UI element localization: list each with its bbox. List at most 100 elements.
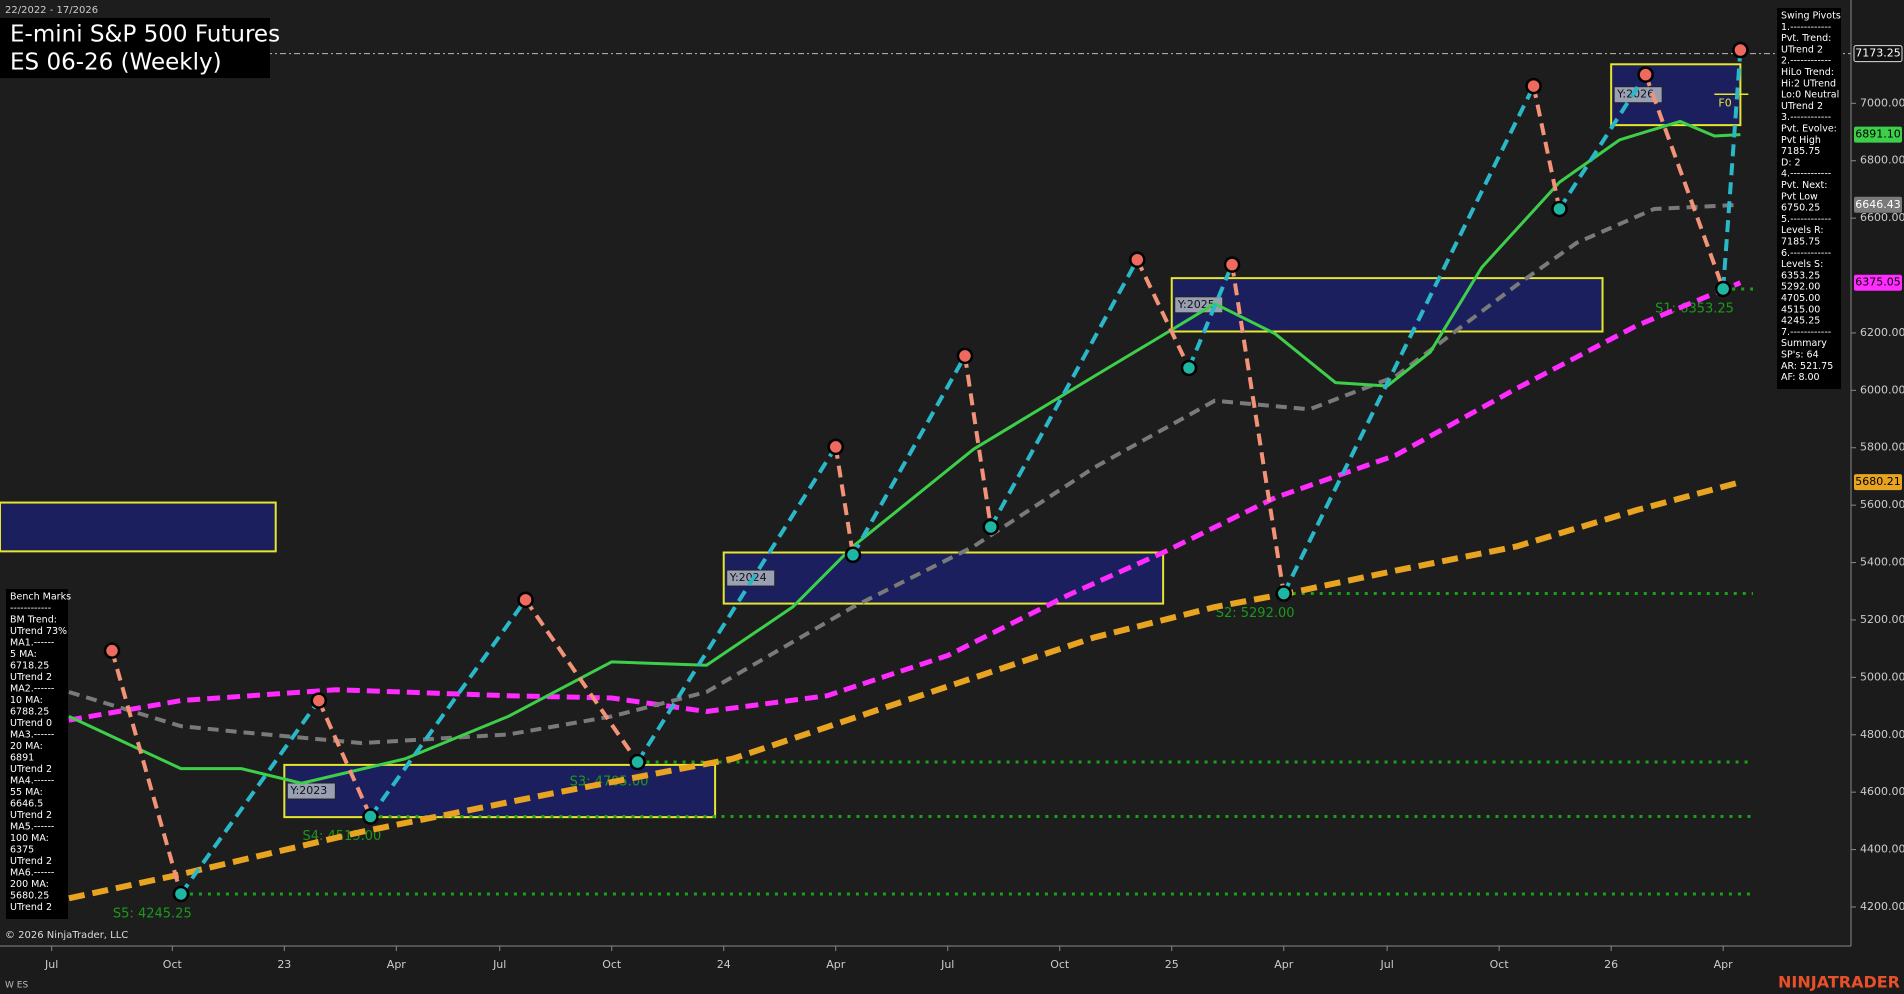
price-tag xyxy=(1854,196,1902,213)
support-label: S1: 6353.25 xyxy=(1655,301,1734,316)
panel-line: 5.------------ xyxy=(1781,214,1831,225)
y-tick-label: 6800.00 xyxy=(1860,154,1904,167)
panel-line: 6353.25 xyxy=(1781,270,1820,281)
swing-down-leg xyxy=(962,355,993,528)
panel-line: Lo:0 Neutral xyxy=(1781,90,1839,101)
price-tag xyxy=(1854,274,1902,291)
x-tick-label: 25 xyxy=(1165,958,1179,971)
pivot-high xyxy=(827,438,844,456)
panel-line: 5 MA: xyxy=(10,649,37,660)
moving-average xyxy=(68,280,1742,723)
chart-title: E-mini S&P 500 Futures xyxy=(10,22,280,48)
last-price-tag xyxy=(1853,45,1903,63)
panel-line: Pvt. Next: xyxy=(1781,180,1827,191)
pivot-low xyxy=(844,546,862,564)
date-range: 22/2022 - 17/2026 xyxy=(5,5,98,16)
swing-up-leg xyxy=(989,258,1140,528)
swing-up-leg xyxy=(179,699,321,896)
support-label: S2: 5292.00 xyxy=(1216,606,1295,621)
panel-line: D: 2 xyxy=(1781,157,1801,168)
panel-line: UTrend 2 xyxy=(10,764,52,775)
moving-average xyxy=(68,479,1742,902)
panel-line: MA6.------ xyxy=(10,868,54,879)
panel-line: UTrend 2 xyxy=(10,672,52,683)
panel-line: 3.------------ xyxy=(1781,112,1831,123)
x-tick-label: Apr xyxy=(826,958,846,971)
panel-line: MA5.------ xyxy=(10,822,54,833)
instrument-tag: W ES xyxy=(5,981,28,991)
box-label: Y:2025 xyxy=(1177,298,1215,311)
support-label: S5: 4245.25 xyxy=(113,906,192,921)
pivot-high xyxy=(1637,66,1654,83)
panel-line: Summary xyxy=(1781,338,1827,349)
panel-line: 6750.25 xyxy=(1781,203,1820,214)
panel-line: MA2.------ xyxy=(10,684,54,695)
x-tick-label: Oct xyxy=(1050,958,1070,971)
box-label-bg xyxy=(1613,86,1663,104)
swing-down-leg xyxy=(1531,85,1562,210)
box-label: Y:2023 xyxy=(289,784,327,797)
pivot-high xyxy=(1732,41,1749,59)
panel-line: 10 MA: xyxy=(10,695,43,706)
swing-up-leg xyxy=(1721,49,1743,290)
pivot-high xyxy=(956,347,974,365)
pivot-high xyxy=(1223,256,1241,273)
range-box xyxy=(1170,277,1604,333)
info-panel xyxy=(1777,8,1841,389)
x-tick-label: Oct xyxy=(602,958,622,971)
pivot-high xyxy=(310,692,328,709)
pivot-low xyxy=(362,808,379,825)
moving-average xyxy=(68,119,1741,785)
panel-line: UTrend 2 xyxy=(10,902,52,913)
y-tick-label: 6600.00 xyxy=(1860,211,1904,224)
panel-line: 7185.75 xyxy=(1781,237,1820,248)
y-tick-label: 5800.00 xyxy=(1860,441,1904,454)
panel-line: 6646.5 xyxy=(10,799,43,810)
panel-line: UTrend 2 xyxy=(1781,101,1823,112)
y-tick-label: 5000.00 xyxy=(1860,670,1904,683)
x-tick-label: 26 xyxy=(1604,958,1618,971)
swing-down-leg xyxy=(316,699,373,818)
pivot-high xyxy=(517,591,534,609)
swing-up-leg xyxy=(1557,73,1648,211)
brand: NINJATRADER xyxy=(1778,973,1900,992)
panel-line: UTrend 2 xyxy=(10,810,52,821)
panel-line: UTrend 2 xyxy=(1781,44,1823,55)
y-tick-label: 4200.00 xyxy=(1860,900,1904,913)
panel-line: MA4.------ xyxy=(10,776,54,787)
fib-label: F0 xyxy=(1718,96,1731,109)
panel-line: UTrend 2 xyxy=(10,856,52,867)
panel-line: UTrend 73% xyxy=(10,626,67,637)
panel-line: Bench Marks xyxy=(10,592,71,603)
chart-subtitle: ES 06-26 (Weekly) xyxy=(10,50,222,76)
panel-line: Pvt. Trend: xyxy=(1781,33,1831,44)
panel-line: 6788.25 xyxy=(10,707,49,718)
panel-line: Pvt High xyxy=(1781,135,1821,146)
panel-line: Levels S: xyxy=(1781,259,1823,270)
price-tag-text: 5680.21 xyxy=(1855,475,1901,488)
panel-line: 200 MA: xyxy=(10,879,49,890)
panel-line: SP's: 64 xyxy=(1781,350,1819,361)
panel-line: Pvt Low xyxy=(1781,191,1818,202)
pivot-high xyxy=(1129,251,1146,268)
box-label-bg xyxy=(726,569,776,587)
price-tag xyxy=(1854,126,1902,143)
pivot-low xyxy=(1275,585,1292,602)
panel-line: 7.------------ xyxy=(1781,327,1831,338)
x-tick-label: Jul xyxy=(1379,958,1393,971)
y-tick-label: 7000.00 xyxy=(1860,96,1904,109)
panel-line: 5680.25 xyxy=(10,891,49,902)
panel-line: UTrend 0 xyxy=(10,718,52,729)
panel-line: 6891 xyxy=(10,753,34,764)
x-tick-label: Jul xyxy=(492,958,506,971)
panel-line: 6.------------ xyxy=(1781,248,1831,259)
pivot-high xyxy=(1525,77,1542,95)
swing-down-leg xyxy=(110,650,183,895)
panel-line: 1.------------ xyxy=(1781,22,1831,33)
x-tick-label: 24 xyxy=(717,958,731,971)
pivot-low xyxy=(629,753,646,771)
x-tick-label: Jul xyxy=(940,958,954,971)
box-label-bg xyxy=(286,782,336,800)
copyright: © 2026 NinjaTrader, LLC xyxy=(5,930,128,941)
